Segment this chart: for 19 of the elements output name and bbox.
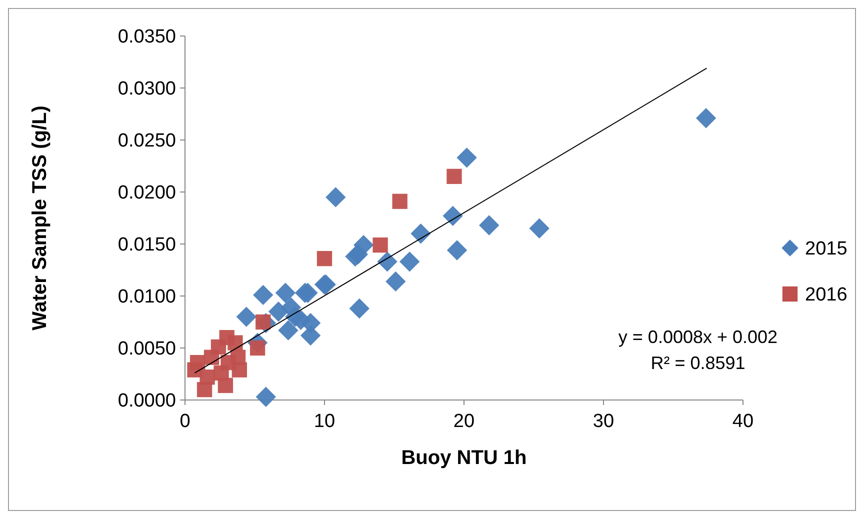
y-tick-label: 0.0350 bbox=[118, 26, 176, 48]
y-tick-label: 0.0050 bbox=[118, 338, 176, 360]
annotation: y = 0.0008x + 0.002 bbox=[618, 327, 778, 347]
y-tick-label: 0.0000 bbox=[118, 390, 176, 412]
legend-label: 2015 bbox=[805, 238, 848, 260]
y-tick-label: 0.0150 bbox=[118, 234, 176, 256]
x-tick-label: 40 bbox=[732, 411, 754, 432]
y-tick-label: 0.0250 bbox=[118, 130, 176, 152]
x-tick-label: 0 bbox=[180, 411, 190, 432]
y-tick-label: 0.0200 bbox=[118, 182, 176, 204]
x-axis-title: Buoy NTU 1h bbox=[401, 447, 527, 469]
x-tick-label: 30 bbox=[592, 411, 614, 432]
x-tick-label: 20 bbox=[453, 411, 475, 432]
y-tick-label: 0.0300 bbox=[118, 78, 176, 100]
y-axis-title: Water Sample TSS (g/L) bbox=[29, 106, 51, 330]
x-tick-label: 10 bbox=[314, 411, 336, 432]
y-tick-label: 0.0100 bbox=[118, 286, 176, 308]
legend-label: 2016 bbox=[805, 284, 848, 306]
annotation: R² = 0.8591 bbox=[650, 353, 746, 373]
